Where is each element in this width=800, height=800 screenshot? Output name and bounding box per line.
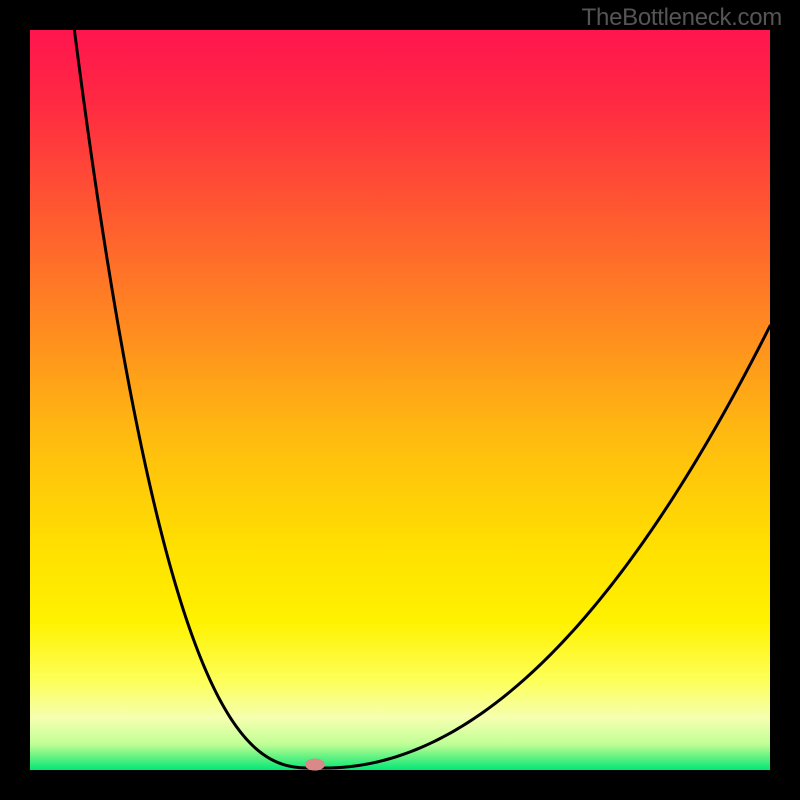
chart-container: { "watermark": { "text": "TheBottleneck.…: [0, 0, 800, 800]
minimum-marker: [305, 759, 325, 771]
bottleneck-chart: [0, 0, 800, 800]
chart-gradient-background: [30, 30, 770, 770]
watermark-text: TheBottleneck.com: [582, 4, 782, 32]
